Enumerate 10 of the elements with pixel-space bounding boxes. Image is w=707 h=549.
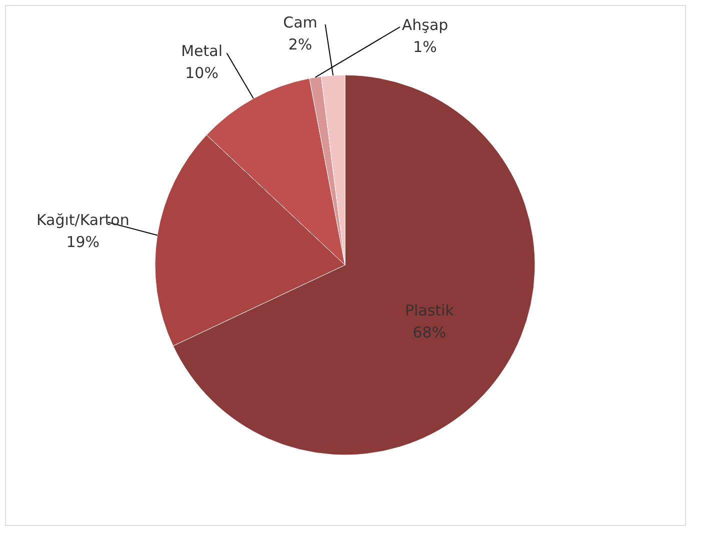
data-label: 68% [412, 324, 446, 342]
data-label: 1% [413, 38, 437, 56]
slice-label: Cam [283, 13, 318, 32]
slice-label: Plastik [404, 302, 454, 320]
slice-label: Kağıt/Karton [36, 211, 130, 230]
slice-label: Metal [181, 42, 222, 60]
slice-label: Ahşap [402, 16, 448, 34]
data-label: 2% [288, 35, 312, 54]
data-label: 10% [185, 64, 218, 82]
data-label: 19% [66, 233, 100, 252]
